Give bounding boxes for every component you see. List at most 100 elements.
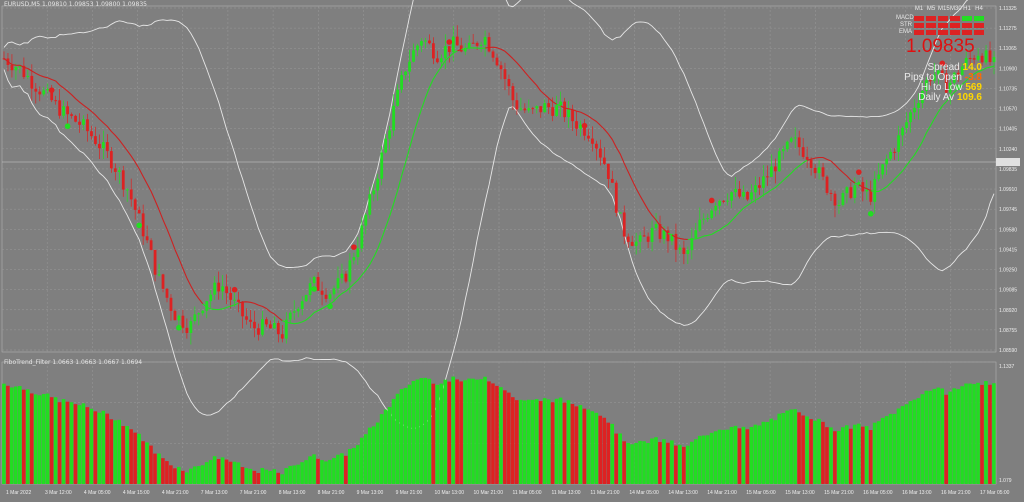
candle-body (424, 40, 427, 42)
histogram-bar (304, 460, 308, 484)
candle-body (881, 164, 885, 175)
histogram-bar (801, 415, 805, 484)
candle-body (940, 70, 944, 74)
candle-body (340, 273, 344, 279)
candle-body (853, 185, 857, 198)
histogram-bar (244, 468, 249, 484)
candle-body (193, 314, 197, 322)
histogram-bar (288, 465, 292, 484)
time-axis-label: 3 Mar 12:00 (45, 490, 72, 496)
candle-body (968, 57, 972, 59)
candle-body (241, 301, 244, 317)
histogram-bar (240, 467, 245, 484)
candle-body (90, 131, 93, 137)
candle-body (622, 212, 626, 237)
histogram-bar (968, 383, 972, 484)
time-axis-label: 10 Mar 13:00 (435, 490, 465, 496)
candle-body (368, 194, 372, 215)
histogram-bar (841, 427, 845, 484)
signal-cell (962, 23, 972, 28)
time-axis-label: 11 Mar 21:00 (590, 490, 619, 496)
histogram-bar (340, 453, 344, 484)
histogram-bar (825, 427, 829, 484)
candle-body (905, 122, 908, 128)
candle-body (221, 286, 225, 292)
histogram-bar (133, 432, 137, 484)
signal-cell (938, 23, 948, 28)
candle-body (145, 236, 149, 241)
candle-body (925, 80, 928, 91)
histogram-bar (590, 411, 595, 484)
candle-body (785, 141, 789, 150)
candle-body (948, 82, 952, 93)
current-price-marker (996, 158, 1020, 166)
histogram-bar (932, 388, 937, 484)
buy-signal-dot (327, 303, 333, 310)
buy-signal-dot (176, 324, 182, 331)
histogram-bar (789, 409, 793, 484)
price-axis-label: 1.08920 (999, 308, 1017, 314)
timeframe-label: M1 (914, 6, 924, 12)
candle-body (936, 70, 940, 75)
candle-body (292, 311, 296, 313)
candle-body (471, 42, 475, 44)
signal-cell (950, 16, 960, 21)
histogram-bar (236, 462, 241, 484)
histogram-bar (292, 465, 296, 484)
histogram-bar (495, 385, 499, 484)
sell-signal-dot (939, 60, 946, 67)
histogram-bar (713, 431, 718, 484)
candle-body (117, 170, 121, 172)
histogram-bar (654, 437, 658, 484)
histogram-bar (431, 383, 436, 484)
histogram-bar (459, 381, 463, 484)
signal-matrix (914, 16, 984, 35)
candle-body (777, 151, 781, 172)
candle-body (793, 137, 797, 139)
trend-line-bearish (3, 46, 872, 322)
histogram-bar (733, 425, 738, 484)
candle-body (177, 315, 181, 321)
candle-body (801, 147, 805, 157)
histogram-bar (81, 403, 86, 484)
candle-body (344, 273, 348, 282)
candle-body (829, 192, 833, 194)
candle-body (74, 115, 77, 122)
histogram-bar (638, 440, 642, 484)
trend-line-bullish (202, 47, 995, 325)
sell-signal-dot (856, 169, 862, 175)
candle-body (591, 138, 594, 144)
histogram-bar (177, 466, 181, 484)
candle-body (360, 225, 364, 249)
histogram-bar (530, 399, 535, 484)
histogram-bar (324, 461, 328, 484)
candle-body (646, 236, 650, 242)
signal-cell (938, 16, 948, 21)
price-axis-label: 1.09910 (999, 187, 1017, 193)
stat-value: 14.0 (962, 62, 982, 73)
histogram-bar (550, 402, 555, 484)
histogram-bar (924, 390, 929, 484)
candle-body (944, 73, 948, 93)
time-axis-label: 14 Mar 21:00 (707, 490, 737, 496)
stat-label: Hi to Low (920, 82, 966, 93)
histogram-bar (487, 381, 491, 484)
candle-body (845, 187, 849, 194)
histogram-bar (610, 423, 615, 484)
histogram-bar (852, 424, 857, 484)
candle-body (626, 236, 630, 242)
histogram-bar (284, 468, 288, 484)
timeframe-labels: M1 M5 M15 M30 H1 H4 (914, 6, 984, 12)
candle-body (396, 89, 400, 106)
candle-body (547, 103, 551, 108)
histogram-bar (351, 447, 356, 484)
candle-body (531, 108, 535, 110)
candle-body (889, 151, 893, 159)
candle-body (913, 107, 916, 113)
candle-body (109, 151, 113, 169)
histogram-bar (729, 426, 734, 484)
histogram-bar (109, 419, 114, 484)
candle-body (82, 119, 85, 125)
histogram-bar (300, 462, 304, 484)
